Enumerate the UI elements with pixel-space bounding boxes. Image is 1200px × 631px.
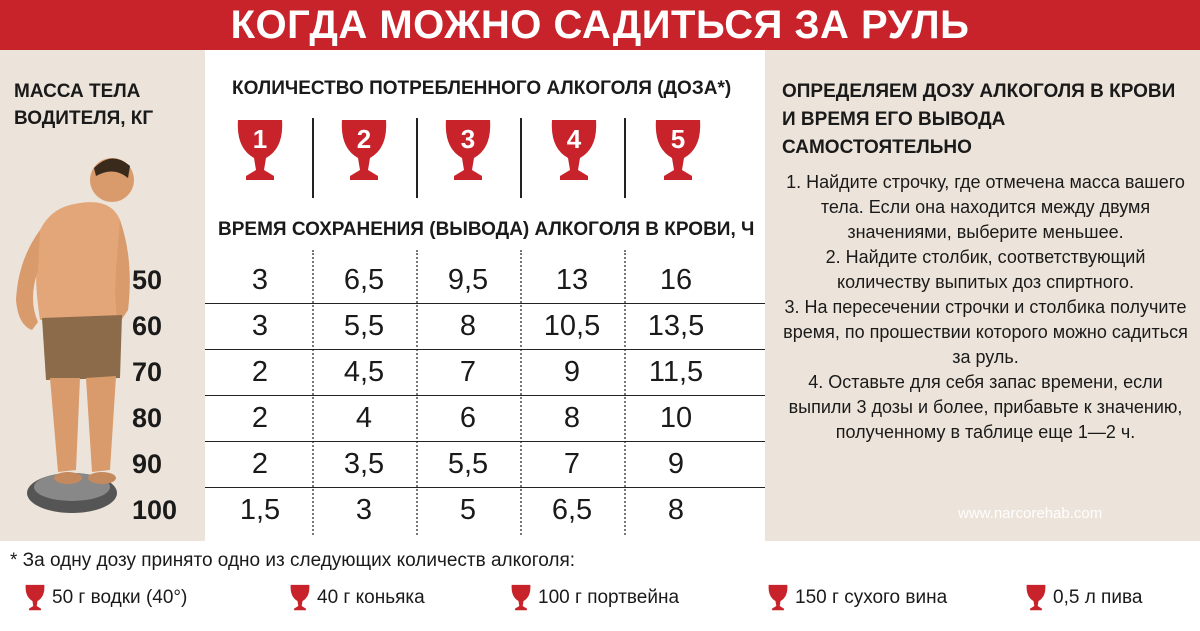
column-divider	[520, 118, 522, 198]
mass-value: 100	[132, 495, 178, 525]
column-divider	[624, 118, 626, 198]
table-cell: 5	[459, 494, 477, 526]
table-cell: 8	[563, 402, 581, 434]
table-cell: 3	[355, 494, 373, 526]
table-cell: 11,5	[648, 356, 704, 388]
dose-item: 40 г коньяка	[287, 584, 425, 612]
instructions-panel	[765, 50, 1200, 541]
row-divider	[205, 349, 765, 350]
dose-4-glass-icon: 4	[544, 118, 604, 184]
table-cell: 6	[459, 402, 477, 434]
column-divider	[416, 118, 418, 198]
instructions-steps: 1. Найдите строчку, где отмечена масса в…	[778, 170, 1193, 445]
mass-value: 90	[132, 449, 163, 479]
wine-glass-icon	[768, 584, 788, 611]
table-cell: 3	[251, 264, 269, 296]
dose-2-glass-icon: 2	[334, 118, 394, 184]
mass-column-label: МАССА ТЕЛА ВОДИТЕЛЯ, КГ	[14, 81, 154, 129]
table-cell: 3	[251, 310, 269, 342]
dose-header: КОЛИЧЕСТВО ПОТРЕБЛЕННОГО АЛКОГОЛЯ (ДОЗА*…	[232, 78, 732, 99]
table-cell: 13	[555, 264, 589, 296]
step-4: 4. Оставьте для себя запас времени, если…	[788, 372, 1183, 442]
step-2: 2. Найдите столбик, соответствующий коли…	[825, 247, 1146, 292]
table-cell: 10,5	[543, 310, 601, 342]
dose-1-glass-icon: 1	[230, 118, 290, 184]
wine-glass-icon	[290, 584, 310, 611]
mass-value: 60	[132, 311, 163, 341]
mass-value: 70	[132, 357, 163, 387]
person-on-scale-illustration	[10, 150, 135, 525]
column-divider	[416, 250, 418, 535]
footnote: * За одну дозу принято одно из следующих…	[10, 550, 576, 571]
table-cell: 5,5	[343, 310, 385, 342]
wine-glass-icon	[1026, 584, 1046, 611]
table-cell: 9	[563, 356, 581, 388]
dose-item: 0,5 л пива	[1023, 584, 1142, 612]
step-3: 3. На пересечении строчки и столбика пол…	[783, 297, 1188, 367]
dose-item: 100 г портвейна	[508, 584, 679, 612]
dose-item: 50 г водки (40°)	[22, 584, 187, 612]
step-1: 1. Найдите строчку, где отмечена масса в…	[786, 172, 1185, 242]
table-cell: 5,5	[447, 448, 489, 480]
dose-5-glass-icon: 5	[648, 118, 708, 184]
table-cell: 4,5	[343, 356, 385, 388]
footer	[0, 541, 1200, 631]
column-divider	[624, 250, 626, 535]
table-cell: 7	[563, 448, 581, 480]
table-cell: 8	[667, 494, 685, 526]
watermark: www.narcorehab.com	[958, 505, 1103, 522]
table-cell: 9	[667, 448, 685, 480]
table-cell: 6,5	[343, 264, 385, 296]
wine-glass-icon	[511, 584, 531, 611]
mass-value: 80	[132, 403, 163, 433]
table-cell: 13,5	[647, 310, 705, 342]
table-cell: 6,5	[551, 494, 593, 526]
table-cell: 8	[459, 310, 477, 342]
wine-glass-icon	[25, 584, 45, 611]
instructions-heading: ОПРЕДЕЛЯЕМ ДОЗУ АЛКОГОЛЯ В КРОВИ И ВРЕМЯ…	[782, 81, 1176, 158]
table-cell: 7	[459, 356, 477, 388]
dose-item: 150 г сухого вина	[765, 584, 947, 612]
row-divider	[205, 487, 765, 488]
row-divider	[205, 441, 765, 442]
table-cell: 1,5	[239, 494, 281, 526]
table-cell: 2	[251, 356, 269, 388]
table-cell: 3,5	[343, 448, 385, 480]
table-cell: 9,5	[447, 264, 489, 296]
table-cell: 2	[251, 402, 269, 434]
page-title: КОГДА МОЖНО САДИТЬСЯ ЗА РУЛЬ	[230, 2, 970, 47]
table-cell: 16	[659, 264, 693, 296]
table-cell: 2	[251, 448, 269, 480]
mass-value: 50	[132, 265, 163, 295]
column-divider	[312, 118, 314, 198]
column-divider	[520, 250, 522, 535]
column-divider	[312, 250, 314, 535]
table-cell: 4	[355, 402, 373, 434]
table-cell: 10	[659, 402, 693, 434]
row-divider	[205, 303, 765, 304]
row-divider	[205, 395, 765, 396]
dose-3-glass-icon: 3	[438, 118, 498, 184]
title-banner: КОГДА МОЖНО САДИТЬСЯ ЗА РУЛЬ	[0, 0, 1200, 50]
time-header: ВРЕМЯ СОХРАНЕНИЯ (ВЫВОДА) АЛКОГОЛЯ В КРО…	[218, 219, 755, 240]
